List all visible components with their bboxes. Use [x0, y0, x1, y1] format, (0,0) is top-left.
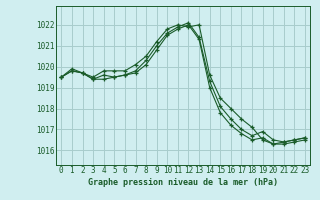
X-axis label: Graphe pression niveau de la mer (hPa): Graphe pression niveau de la mer (hPa): [88, 178, 278, 187]
